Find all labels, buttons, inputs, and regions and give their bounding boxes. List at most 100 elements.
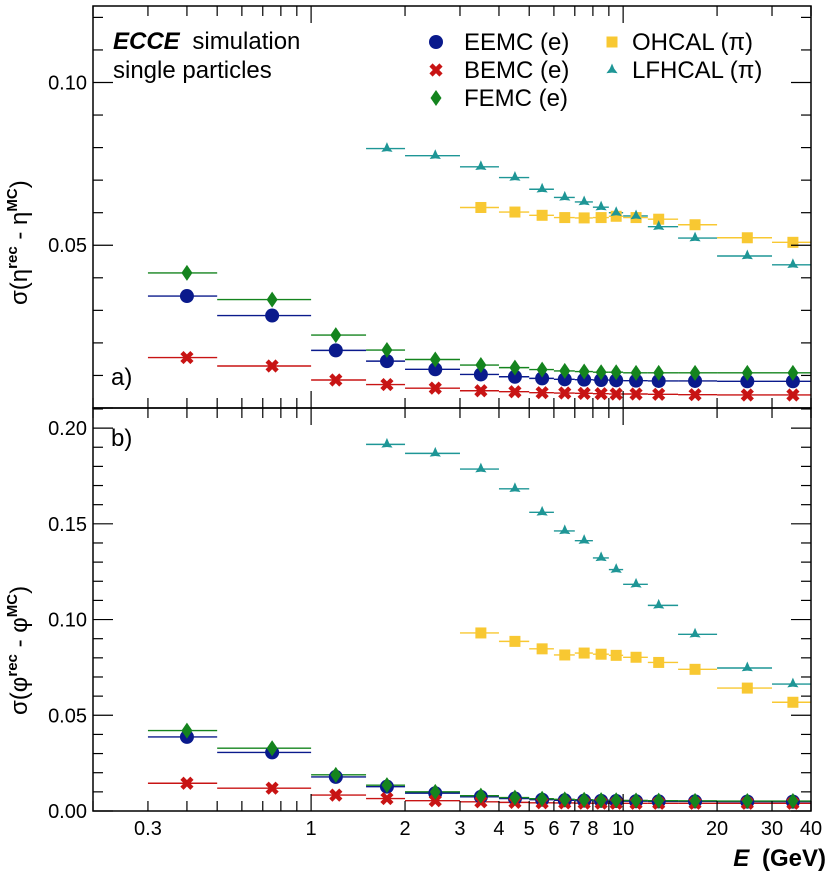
data-point <box>181 264 193 281</box>
legend-marker-bemc <box>429 63 443 77</box>
data-point <box>559 362 571 379</box>
y-axis-title-a-sup-rec: rec <box>4 246 21 269</box>
data-point <box>595 551 607 562</box>
data-point <box>595 792 607 809</box>
x-tick-label: 4 <box>493 818 504 840</box>
data-point <box>429 351 441 368</box>
legend-entry-eemc: EEMC (e) <box>429 29 569 56</box>
data-point <box>578 534 590 544</box>
legend-symbol <box>606 63 618 74</box>
data-point <box>740 388 754 402</box>
y-axis-title-a-sup-mc: MC <box>4 188 21 211</box>
legend-label-bemc: BEMC (e) <box>464 57 569 84</box>
legend-label-femc: FEMC (e) <box>464 85 568 112</box>
data-point <box>610 206 622 216</box>
data-point <box>535 371 550 386</box>
data-point <box>689 231 701 242</box>
data-point <box>559 190 571 201</box>
y-axis-title-a: σ(ηrec - ηMC) <box>4 180 33 305</box>
y-axis-title-b-sup-mc: MC <box>4 594 21 617</box>
data-point <box>557 372 572 387</box>
data-point <box>577 386 591 400</box>
panel-b-y-tick-label: 0.05 <box>48 705 87 727</box>
legend-label-eemc: EEMC (e) <box>464 29 569 56</box>
data-point <box>688 388 702 402</box>
y-axis-title-b: σ(φrec - φMC) <box>4 586 33 715</box>
data-point <box>265 359 279 373</box>
data-point <box>610 563 622 573</box>
data-point <box>610 364 622 381</box>
data-point <box>475 627 487 639</box>
data-point <box>741 793 753 810</box>
y-axis-title-b-sup-rec: rec <box>4 654 21 677</box>
panel-a-bemc-e-points <box>180 350 800 402</box>
data-point <box>509 789 521 806</box>
data-point <box>330 766 342 783</box>
data-point <box>380 791 394 806</box>
data-point <box>381 437 393 448</box>
x-tick-label: 20 <box>706 818 728 840</box>
data-point <box>428 362 443 377</box>
data-point <box>630 364 642 381</box>
data-point <box>689 364 701 381</box>
data-point <box>475 787 487 804</box>
legend-marker-lfhcal <box>606 63 618 74</box>
data-point <box>508 385 522 399</box>
data-point <box>610 792 622 809</box>
data-point <box>610 649 622 661</box>
data-point <box>329 373 343 387</box>
data-point <box>475 462 487 473</box>
legend-marker-ohcal <box>606 36 618 48</box>
data-point <box>535 386 549 400</box>
panel-b-femc-e-points <box>181 722 799 810</box>
x-axis-title: E (GeV) <box>733 845 826 872</box>
x-tick-label: 10 <box>612 818 634 840</box>
data-point <box>653 213 665 225</box>
legend-entry-ohcal: OHCAL (π) <box>606 29 753 56</box>
data-point <box>536 643 548 655</box>
data-point <box>741 682 753 694</box>
y-axis-title-b-prefix: σ(φ <box>6 677 33 715</box>
data-point <box>509 171 521 181</box>
data-point <box>689 627 701 638</box>
y-axis-title-a-suffix: ) <box>6 180 33 188</box>
data-point <box>379 354 394 369</box>
data-point <box>577 372 592 387</box>
legend-symbol <box>430 90 442 106</box>
legend-label-ohcal: OHCAL (π) <box>632 29 753 56</box>
data-point <box>265 308 280 323</box>
data-point <box>536 361 548 378</box>
data-point <box>475 160 487 171</box>
data-point <box>509 206 521 218</box>
data-point <box>578 363 590 380</box>
data-point <box>536 790 548 807</box>
data-point <box>595 212 607 224</box>
y-axis-title-b-suffix: ) <box>6 586 33 594</box>
data-point <box>179 289 194 304</box>
data-point <box>381 342 393 359</box>
data-point <box>653 220 665 230</box>
markers-layer <box>179 142 800 810</box>
data-point <box>578 791 590 808</box>
legend-marker-eemc <box>429 35 443 49</box>
data-point <box>689 792 701 809</box>
data-point <box>328 343 343 358</box>
data-point <box>689 219 701 231</box>
data-point <box>630 209 642 220</box>
panel-b-y-tick-label: 0.20 <box>48 418 87 440</box>
data-point <box>630 792 642 809</box>
data-point <box>428 794 442 808</box>
data-point <box>595 200 607 211</box>
data-point <box>536 182 548 193</box>
panel-b-label: b) <box>111 425 132 452</box>
data-point <box>653 656 665 668</box>
panel-b-ohcal-points <box>475 627 799 708</box>
data-point <box>180 776 194 790</box>
data-point <box>475 201 487 213</box>
data-point <box>741 661 753 672</box>
data-point <box>507 369 522 384</box>
panel-a-lfhcal-points <box>381 142 799 269</box>
data-point <box>475 357 487 374</box>
data-point <box>653 792 665 809</box>
data-point <box>609 387 623 401</box>
